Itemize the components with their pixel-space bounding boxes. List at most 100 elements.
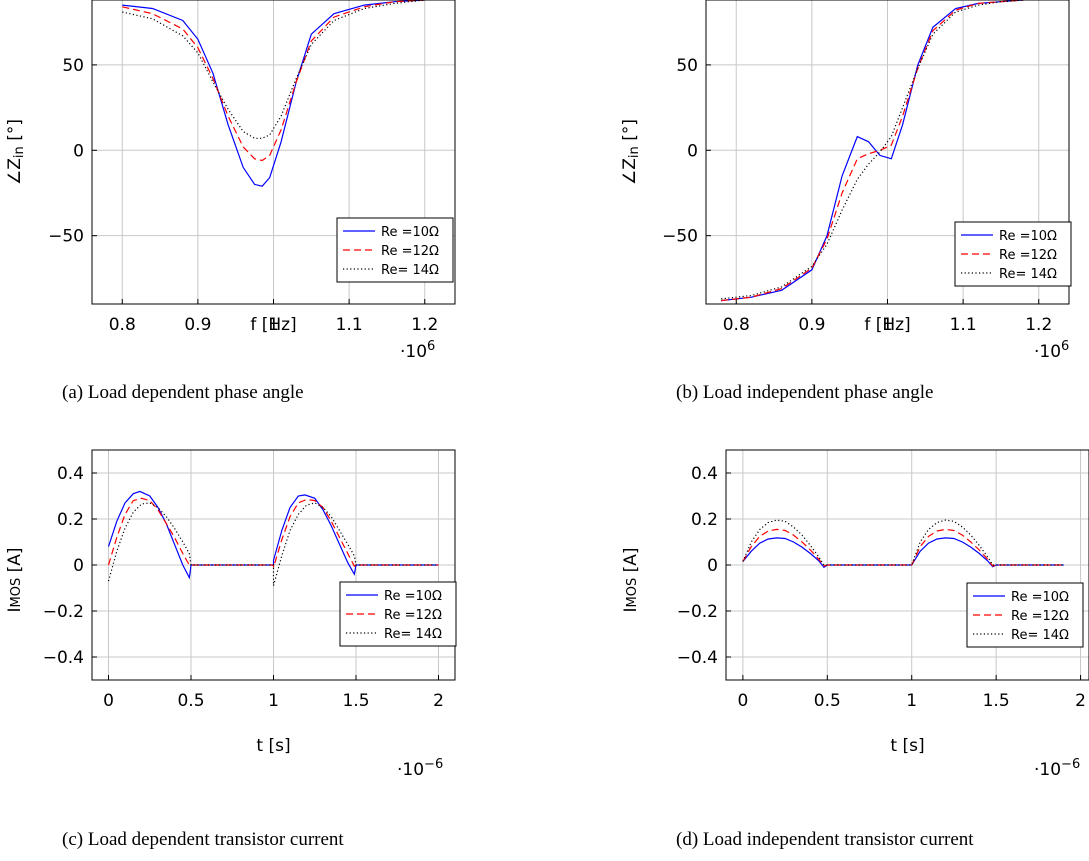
y-label-symbol: Z — [5, 158, 25, 170]
series-line-3 — [107, 502, 439, 586]
legend-label: Re= 14Ω — [1011, 628, 1069, 643]
legend-label: Re= 14Ω — [999, 267, 1057, 282]
y-label-unit: [°] — [5, 119, 25, 146]
legend-b: Re =10Ω Re =12Ω Re= 14Ω — [954, 221, 1072, 287]
y-axis-label: ∠Zin [°] — [620, 119, 642, 185]
y-label-symbol: MOS — [9, 578, 24, 608]
x-multiplier: ·10−6 — [1034, 757, 1080, 780]
y-tick-label: 0.4 — [691, 464, 718, 484]
y-tick-label: 0 — [707, 556, 718, 576]
y-tick-label: 0 — [687, 141, 698, 161]
y-tick-label: −50 — [662, 227, 698, 247]
panel-b: 0.8 0.9 1 1.1 1.2 −50 0 50 f [Hz] ·106 ∠Zin [°] Re … — [0, 0, 1089, 420]
y-label-sub: in — [627, 146, 642, 158]
y-tick-label: 50 — [62, 56, 84, 76]
series-line-1 — [122, 0, 425, 187]
x-multiplier: ·106 — [400, 339, 435, 362]
y-label-unit: [A] — [621, 547, 641, 577]
caption-b: (b) Load independent phase angle — [676, 382, 934, 403]
series-line-2 — [122, 0, 425, 162]
legend-label: Re =10Ω — [999, 229, 1057, 244]
legend-label: Re =12Ω — [381, 244, 439, 259]
panel-a: 0.8 0.9 1 1.1 1.2 −50 0 50 f [Hz] ·106 ∠Zin [°] Re … — [0, 0, 545, 420]
y-tick-label: −0.2 — [43, 602, 84, 622]
y-axis-label: IMOS [A] — [621, 547, 641, 612]
y-label-main: I — [5, 608, 25, 613]
y-label-symbol: Z — [620, 158, 640, 170]
y-label-unit: [A] — [5, 547, 25, 577]
legend-label: Re =10Ω — [1011, 590, 1069, 605]
y-label-main: ∠ — [5, 170, 25, 185]
legend-label: Re =10Ω — [381, 225, 439, 240]
legend-a: Re =10Ω Re =12Ω Re= 14Ω — [336, 217, 454, 283]
x-axis-label: f [Hz] — [864, 315, 910, 335]
x-tick-label: 1.1 — [950, 315, 977, 335]
grid-a — [92, 0, 455, 304]
legend-label: Re= 14Ω — [381, 263, 439, 278]
y-tick-label: 0 — [73, 141, 84, 161]
y-tick-label: 0.2 — [57, 510, 84, 530]
y-tick-label: 50 — [676, 56, 698, 76]
x-tick-label: 1 — [268, 315, 279, 335]
series-line-1 — [107, 490, 439, 580]
x-tick-label: 0.8 — [109, 315, 136, 335]
panel-c: 0 0.5 1 1.5 2 −0.4 −0.2 0 0.2 0.4 t [s] ·10−6 IMOS [… — [5, 449, 457, 850]
caption-d: (d) Load independent transistor current — [676, 829, 974, 850]
x-tick-label: 1 — [268, 691, 279, 711]
y-tick-label: −0.4 — [677, 648, 718, 668]
x-tick-label: 0.8 — [723, 315, 750, 335]
x-tick-label: 0.9 — [798, 315, 825, 335]
x-tick-label: 0.5 — [177, 691, 204, 711]
y-tick-label: 0.2 — [691, 510, 718, 530]
y-label-main: I — [621, 608, 641, 613]
x-tick-label: 1 — [906, 691, 917, 711]
x-tick-label: 1.2 — [411, 315, 438, 335]
y-label-unit: [°] — [620, 119, 640, 146]
y-label-symbol: MOS — [625, 578, 640, 608]
x-tick-label: 1 — [882, 315, 893, 335]
x-tick-label: 2 — [1075, 691, 1086, 711]
series-line-2 — [742, 528, 1064, 567]
series-line-1 — [721, 0, 1024, 302]
y-tick-label: −50 — [48, 227, 84, 247]
legend-label: Re =12Ω — [384, 608, 442, 623]
x-tick-label: 0.9 — [184, 315, 211, 335]
caption-a: (a) Load dependent phase angle — [62, 382, 304, 403]
legend-d: Re =10Ω Re =12Ω Re= 14Ω — [966, 582, 1084, 648]
legend-label: Re =12Ω — [999, 248, 1057, 263]
x-tick-label: 0.5 — [814, 691, 841, 711]
series-line-2 — [107, 497, 439, 568]
y-tick-label: 0 — [73, 556, 84, 576]
x-multiplier-exponent: 6 — [1061, 339, 1069, 354]
x-tick-label: 1.5 — [342, 691, 369, 711]
x-tick-label: 0 — [103, 691, 114, 711]
legend-box — [966, 582, 1084, 648]
x-tick-label: 1.2 — [1025, 315, 1052, 335]
legend-label: Re =12Ω — [1011, 609, 1069, 624]
legend-c: Re =10Ω Re =12Ω Re= 14Ω — [339, 581, 457, 647]
y-tick-label: −0.4 — [43, 648, 84, 668]
x-multiplier: ·106 — [1034, 339, 1069, 362]
y-label-main: ∠ — [620, 170, 640, 185]
caption-c: (c) Load dependent transistor current — [62, 829, 344, 850]
y-axis-label: IMOS [A] — [5, 547, 25, 612]
x-axis-label: f [Hz] — [250, 315, 296, 335]
chart-b: 0.8 0.9 1 1.1 1.2 −50 0 50 f [Hz] ·106 ∠Zin [°] Re … — [620, 0, 1072, 362]
x-tick-label: 1.5 — [983, 691, 1010, 711]
x-multiplier-exponent: 6 — [427, 339, 435, 354]
y-tick-label: 0.4 — [57, 464, 84, 484]
y-axis-label: ∠Zin [°] — [5, 119, 27, 185]
legend-label: Re= 14Ω — [384, 627, 442, 642]
x-multiplier-exponent: −6 — [1061, 757, 1080, 772]
x-multiplier-exponent: −6 — [424, 757, 443, 772]
series-line-3 — [742, 519, 1064, 566]
legend-label: Re =10Ω — [384, 589, 442, 604]
x-tick-label: 1.1 — [336, 315, 363, 335]
x-axis-label: t [s] — [890, 736, 924, 756]
y-tick-label: −0.2 — [677, 602, 718, 622]
series-line-1 — [742, 537, 1064, 569]
x-tick-label: 0 — [737, 691, 748, 711]
